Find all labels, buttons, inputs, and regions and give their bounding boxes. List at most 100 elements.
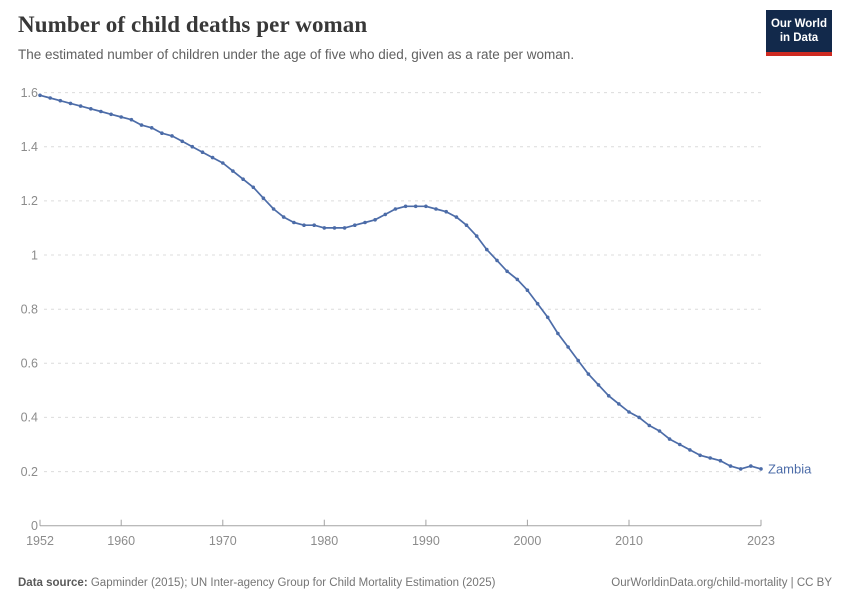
data-point[interactable] <box>759 467 763 471</box>
data-point[interactable] <box>545 315 550 320</box>
data-point[interactable] <box>190 144 195 149</box>
data-point[interactable] <box>200 150 205 154</box>
x-axis-tick-label: 1970 <box>209 534 237 548</box>
data-point[interactable] <box>170 134 174 138</box>
data-point[interactable] <box>576 358 580 363</box>
data-point[interactable] <box>596 383 601 387</box>
data-point[interactable] <box>454 215 459 219</box>
chart-header: Number of child deaths per woman The est… <box>18 12 750 62</box>
data-point[interactable] <box>38 93 42 98</box>
data-point[interactable] <box>312 223 317 227</box>
y-axis-tick-label: 1.6 <box>21 86 38 100</box>
data-point[interactable] <box>698 453 702 458</box>
data-point[interactable] <box>728 464 733 468</box>
data-point[interactable] <box>129 117 134 122</box>
series-line-zambia[interactable] <box>39 94 762 470</box>
data-point[interactable] <box>637 415 641 420</box>
chart-subtitle: The estimated number of children under t… <box>18 47 575 62</box>
data-point[interactable] <box>302 223 306 227</box>
data-point[interactable] <box>221 161 225 165</box>
data-point[interactable] <box>210 155 215 160</box>
y-axis-tick-label: 1 <box>31 248 38 262</box>
owid-logo-line2: in Data <box>779 32 819 45</box>
y-axis-tick-label: 0.2 <box>21 465 38 479</box>
owid-logo-line1: Our World <box>770 18 827 30</box>
page-title: Number of child deaths per woman <box>18 12 368 37</box>
x-axis-tick-label: 1980 <box>310 534 338 548</box>
data-point[interactable] <box>515 277 520 282</box>
data-point[interactable] <box>505 269 509 274</box>
data-point[interactable] <box>403 204 408 209</box>
data-point[interactable] <box>68 101 73 106</box>
y-axis-tick-label: 1.4 <box>21 140 38 154</box>
data-point[interactable] <box>525 288 530 293</box>
data-point[interactable] <box>444 209 449 214</box>
data-source-text: Gapminder (2015); UN Inter-agency Group … <box>87 577 496 589</box>
data-point[interactable] <box>678 442 682 447</box>
data-point[interactable] <box>139 123 144 127</box>
data-point[interactable] <box>322 226 327 230</box>
data-point[interactable] <box>99 109 103 114</box>
data-point[interactable] <box>373 218 377 222</box>
data-point[interactable] <box>119 115 123 119</box>
data-point[interactable] <box>738 467 743 471</box>
chart-footer: Data source: Gapminder (2015); UN Inter-… <box>18 577 832 589</box>
data-point[interactable] <box>78 104 83 108</box>
data-point[interactable] <box>464 223 469 227</box>
data-point[interactable] <box>657 429 662 433</box>
data-point[interactable] <box>332 226 337 230</box>
data-point[interactable] <box>180 139 184 144</box>
data-point[interactable] <box>474 234 479 238</box>
data-source-label: Data source: <box>18 577 88 589</box>
data-point[interactable] <box>535 301 540 306</box>
data-point[interactable] <box>231 169 235 173</box>
series-end-label[interactable]: Zambia <box>768 461 812 476</box>
data-point[interactable] <box>495 258 499 263</box>
data-point[interactable] <box>89 107 93 111</box>
data-point[interactable] <box>688 448 692 452</box>
data-point[interactable] <box>413 204 418 209</box>
data-point[interactable] <box>281 215 286 219</box>
data-point[interactable] <box>58 98 63 103</box>
data-point[interactable] <box>241 177 245 181</box>
data-point[interactable] <box>708 456 712 460</box>
x-axis-tick-label: 2000 <box>513 534 541 548</box>
data-point[interactable] <box>627 410 631 414</box>
data-point[interactable] <box>749 464 753 468</box>
data-point[interactable] <box>606 394 611 398</box>
data-point[interactable] <box>667 437 672 441</box>
data-point[interactable] <box>251 185 256 190</box>
data-point[interactable] <box>48 96 52 100</box>
data-point[interactable] <box>485 247 489 252</box>
data-source-note: Data source: Gapminder (2015); UN Inter-… <box>18 577 495 589</box>
x-axis-tick-label: 1960 <box>107 534 135 548</box>
data-point[interactable] <box>586 372 591 376</box>
data-point[interactable] <box>149 126 154 130</box>
data-point[interactable] <box>109 112 113 117</box>
data-point[interactable] <box>424 204 428 209</box>
credit-link[interactable]: OurWorldinData.org/child-mortality | CC … <box>611 577 832 589</box>
data-point[interactable] <box>363 220 367 225</box>
data-point[interactable] <box>556 331 560 336</box>
y-axis-tick-label: 0 <box>31 519 38 533</box>
owid-logo[interactable]: Our World in Data <box>766 10 832 56</box>
data-point[interactable] <box>647 423 652 428</box>
data-point[interactable] <box>353 223 357 227</box>
data-point[interactable] <box>292 220 296 225</box>
data-point[interactable] <box>617 402 621 406</box>
y-axis-tick-label: 0.8 <box>21 303 38 317</box>
y-axis-tick-label: 1.2 <box>21 194 38 208</box>
data-point[interactable] <box>393 207 398 211</box>
x-axis-tick-label: 2010 <box>615 534 643 548</box>
data-point[interactable] <box>566 345 570 349</box>
data-point[interactable] <box>383 212 388 217</box>
data-point[interactable] <box>261 196 266 200</box>
y-axis-tick-label: 0.6 <box>21 357 38 371</box>
data-point[interactable] <box>271 207 276 211</box>
x-axis-tick-label: 1952 <box>26 534 54 548</box>
data-point[interactable] <box>342 226 347 230</box>
data-point[interactable] <box>434 207 438 211</box>
data-point[interactable] <box>718 458 723 463</box>
data-point[interactable] <box>160 131 164 135</box>
